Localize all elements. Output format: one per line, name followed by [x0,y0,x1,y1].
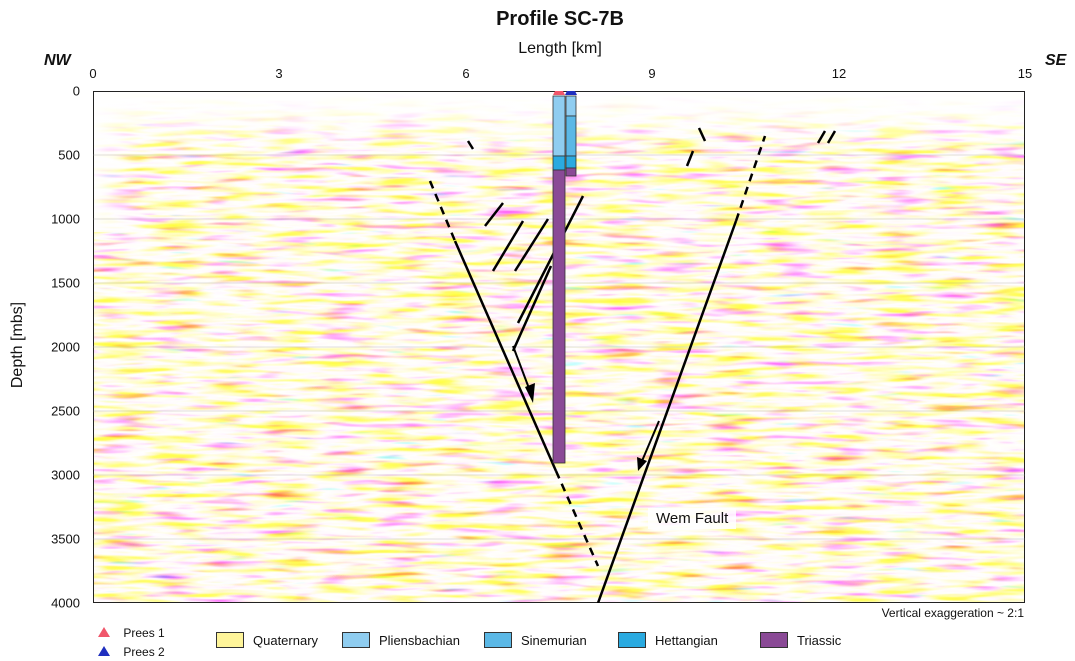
y-tick-label: 4000 [51,595,80,611]
triangle-icon [98,646,110,656]
well-prees-2-triassic [565,167,577,177]
legend-swatch-hettangian [618,632,646,648]
legend-item-prees-1: Prees 1 [98,626,165,640]
fault-line-dashed [428,180,457,242]
interpretation-overlay [93,91,1025,603]
legend-label-sinemurian: Sinemurian [521,633,587,648]
fault-segment [466,140,475,150]
legend-label-pliensbachian: Pliensbachian [379,633,460,648]
legend-swatch-sinemurian [484,632,512,648]
legend-item-prees-2: Prees 2 [98,645,165,659]
fault-segment [513,218,550,272]
y-tick-label: 1000 [51,211,80,227]
direction-nw-label: NW [44,52,71,69]
legend-swatch-pliensbachian [342,632,370,648]
y-tick-label: 3500 [51,531,80,547]
legend-label-quaternary: Quaternary [253,633,319,648]
well-prees-1-pliensbachian [552,95,566,157]
vertical-exaggeration-note: Vertical exaggeration ~ 2:1 [881,606,1024,620]
legend-swatch-quaternary [216,632,244,648]
seismic-profile-plot [93,91,1025,603]
y-tick-label: 1500 [51,275,80,291]
x-axis-label: Length [km] [518,40,602,57]
y-tick-label: 2500 [51,403,80,419]
fault-segment [685,150,695,167]
fault-segment [511,265,553,352]
figure-title: Profile SC-7B [496,8,624,30]
fault-line-dashed [554,470,600,567]
fault-segment [491,220,525,272]
legend-label-hettangian: Hettangian [655,633,718,648]
x-tick-label: 15 [1017,66,1033,81]
wem-fault-line-dashed [734,135,767,222]
well-prees-2-pliensbachian [565,95,577,117]
prees-1-marker-icon [553,91,565,95]
fault-arrow [641,420,660,462]
well-prees-2-sinemurian [565,115,577,157]
well-prees-2-hettangian [565,155,577,169]
x-tick-label: 6 [462,66,470,81]
y-tick-label: 3000 [51,467,80,483]
x-tick-label: 12 [831,66,847,81]
fault-segment [816,130,827,144]
fault-segment [516,195,585,324]
y-tick-label: 0 [72,83,80,99]
prees-2-marker-icon [565,91,577,95]
legend-swatch-triassic [760,632,788,648]
y-axis-label: Depth [mbs] [9,301,26,389]
arrow-head-icon [525,383,535,403]
x-tick-label: 0 [89,66,97,81]
legend-label-triassic: Triassic [797,633,842,648]
y-tick-label: 2000 [51,339,80,355]
arrow-head-icon [637,457,647,471]
x-tick-label: 9 [648,66,656,81]
direction-se-label: SE [1045,52,1067,69]
fault-segment [484,202,504,227]
fault-arrow [512,345,531,392]
y-tick-label: 500 [58,147,80,163]
fault-line [453,240,558,472]
wem-fault-label: Wem Fault [648,508,737,529]
triangle-icon [98,627,110,637]
wem-fault-line [596,220,738,603]
fault-segment [697,127,707,142]
fault-segment [826,130,837,144]
well-prees-1-hettangian [552,155,566,171]
well-prees-1-triassic [552,169,566,464]
x-tick-label: 3 [275,66,283,81]
